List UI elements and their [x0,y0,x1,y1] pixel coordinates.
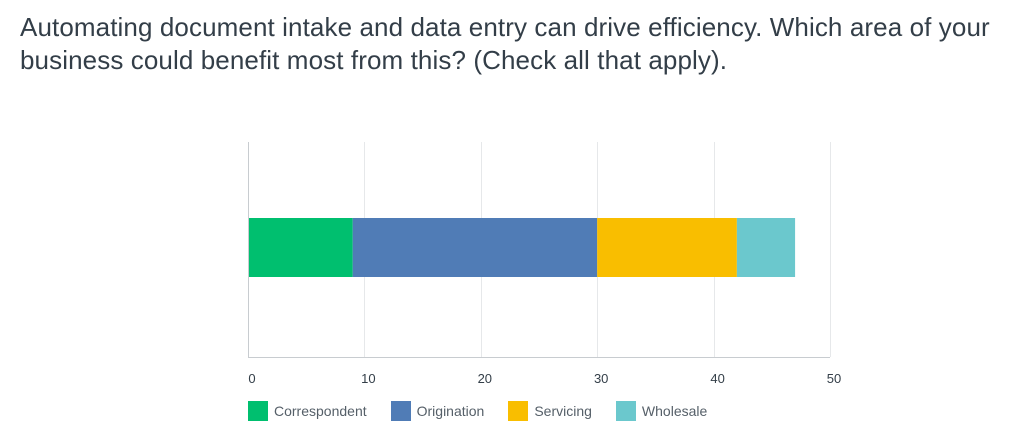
x-tick-label-40: 40 [710,371,724,386]
x-tick-label-50: 50 [827,371,841,386]
legend-item-correspondent: Correspondent [248,401,367,421]
legend-swatch-origination [390,401,411,421]
legend-label-origination: Origination [416,403,485,419]
bar-segment-servicing [597,218,737,277]
legend-item-servicing: Servicing [508,401,592,421]
x-tick-label-30: 30 [594,371,608,386]
chart-tick-labels: 0 10 20 30 40 50 [248,371,841,386]
chart-legend: Correspondent Origination Servicing Wholesa… [248,401,731,421]
legend-item-origination: Origination [390,401,485,421]
chart-axes [248,142,830,358]
legend-label-servicing: Servicing [534,403,592,419]
legend-label-wholesale: Wholesale [641,403,708,419]
legend-item-wholesale: Wholesale [615,401,708,421]
bar-segment-correspondent [248,218,353,277]
legend-swatch-servicing [508,401,529,421]
question-title: Automating document intake and data entr… [20,12,990,75]
bar-segment-wholesale [736,218,796,277]
x-tick-label-10: 10 [361,371,375,386]
bar-segment-origination [352,218,598,277]
x-tick-label-0: 0 [248,371,255,386]
legend-label-correspondent: Correspondent [274,403,367,419]
legend-swatch-correspondent [248,401,268,421]
legend-swatch-wholesale [615,401,636,421]
chart-bars [248,218,796,277]
x-tick-label-20: 20 [478,371,492,386]
